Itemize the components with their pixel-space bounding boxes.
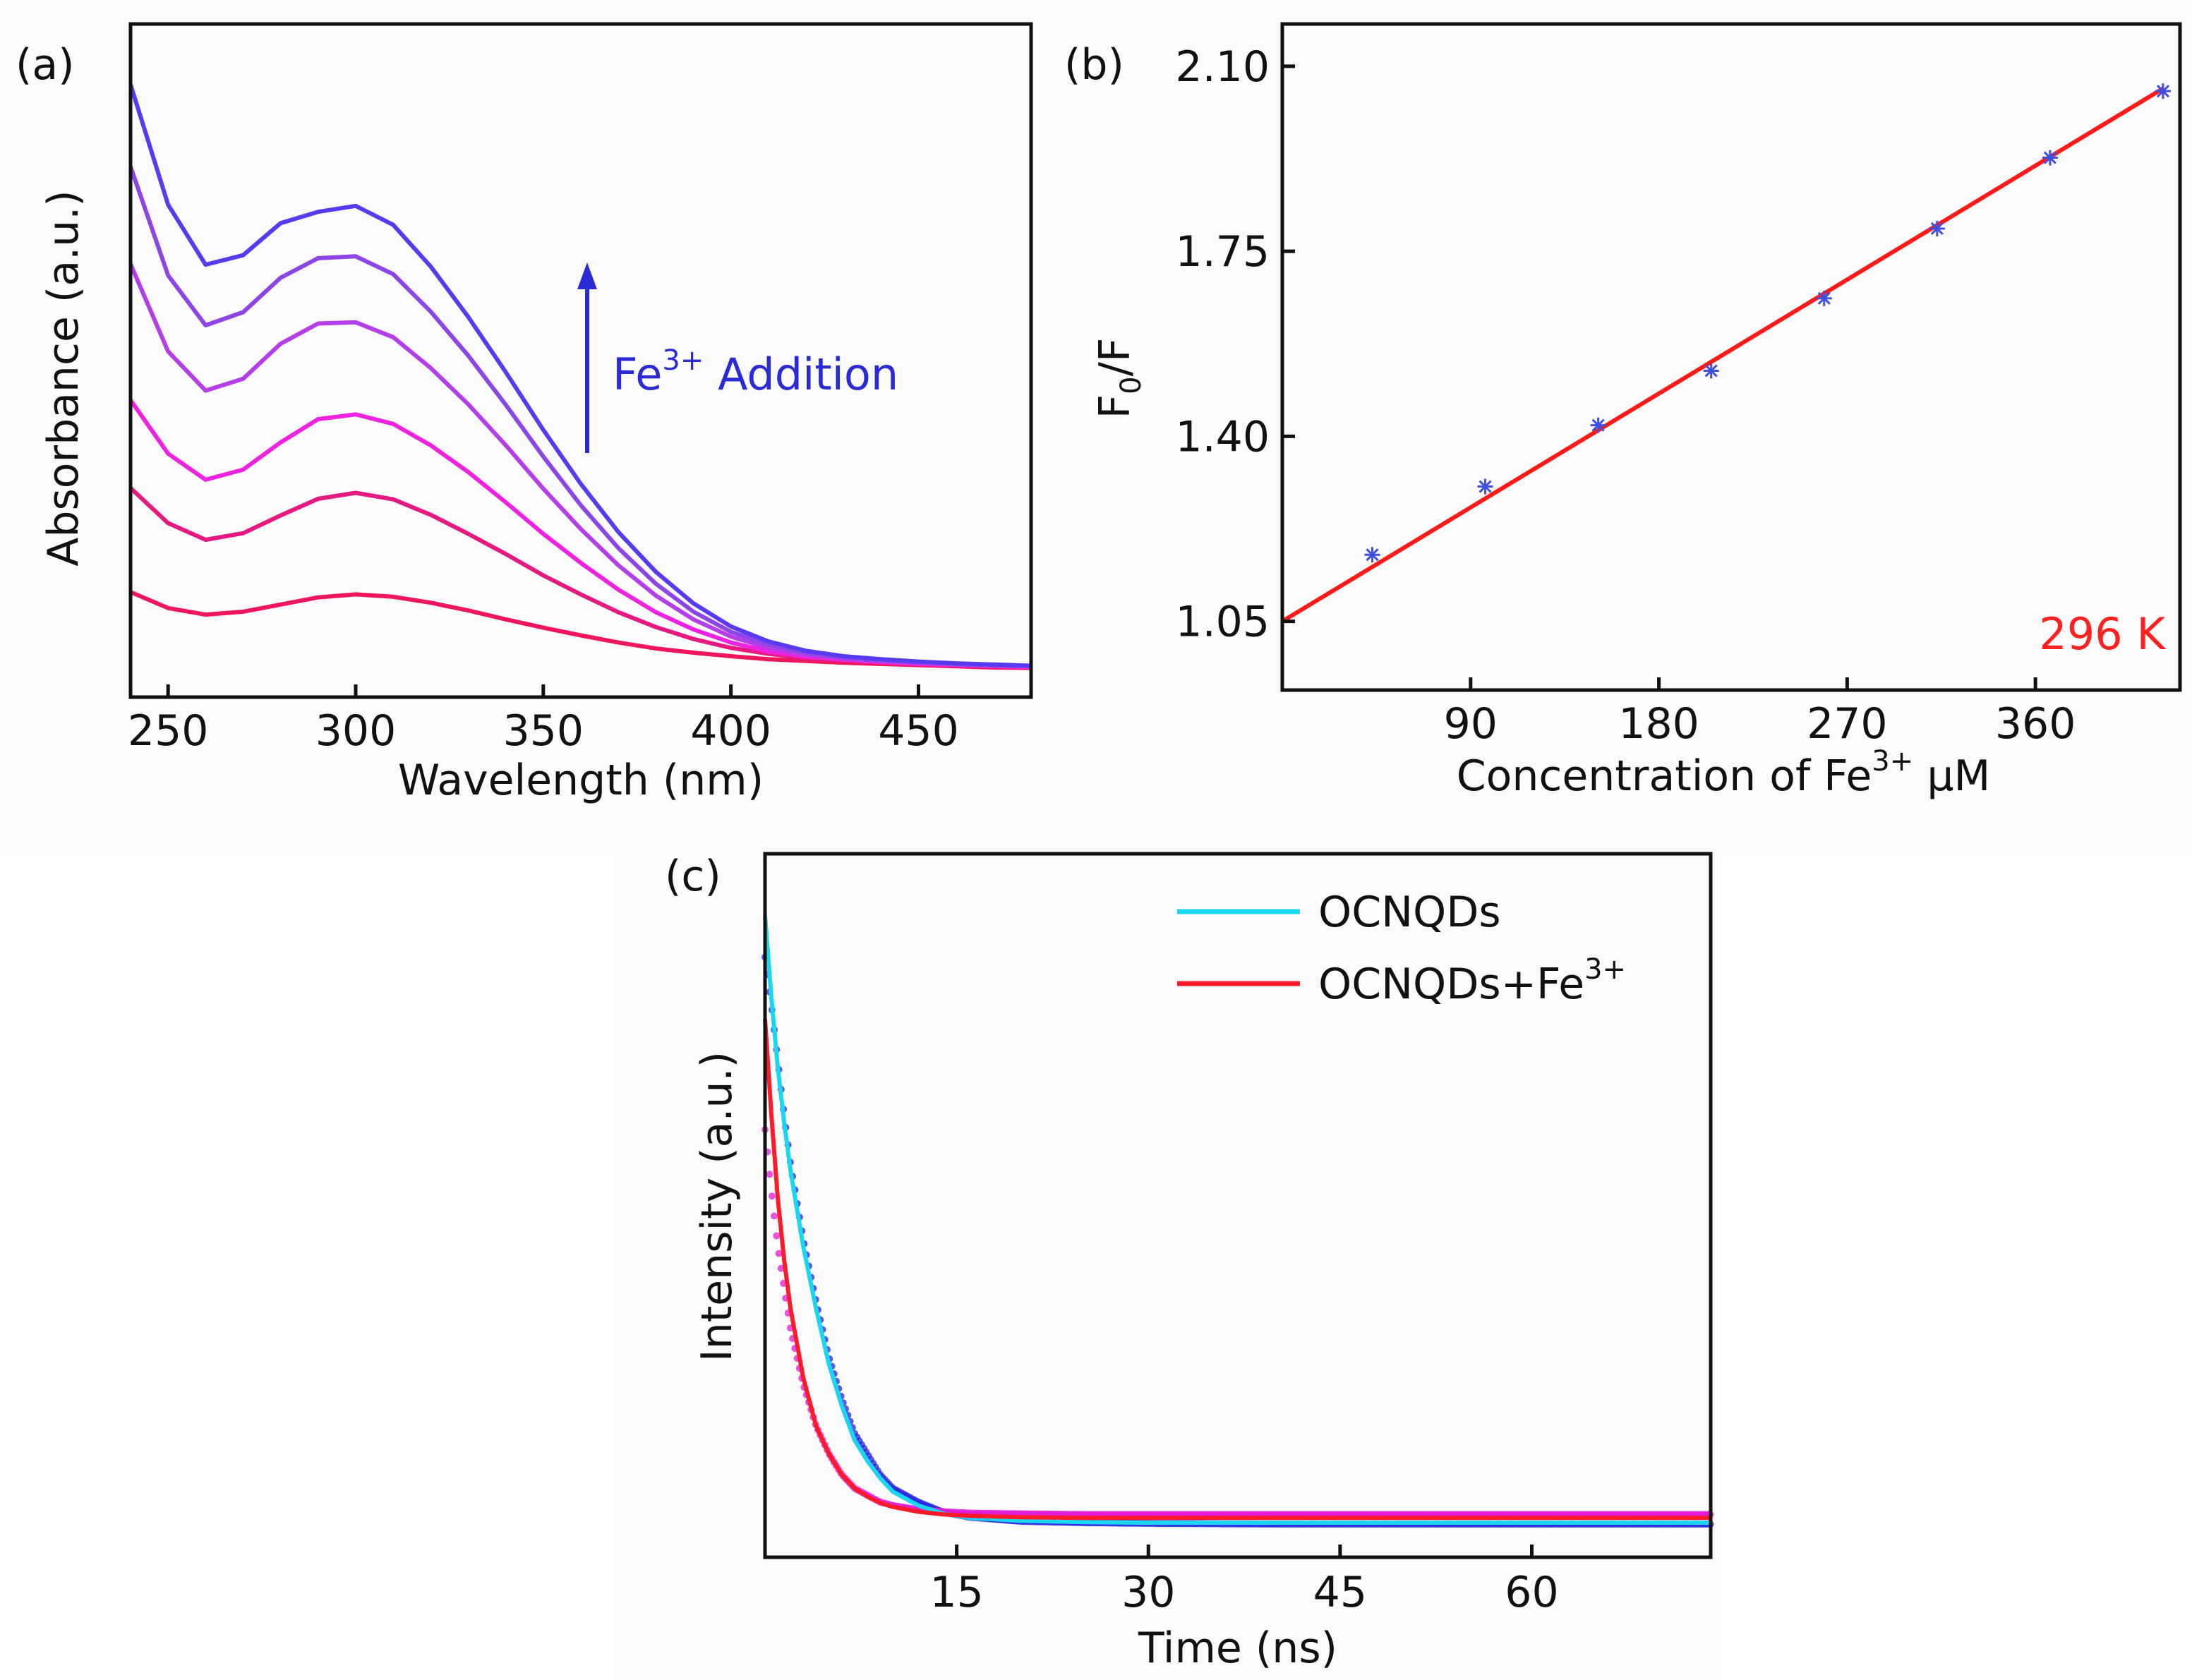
linear-fit-line — [1281, 86, 2164, 624]
data-point-1 — [1477, 478, 1493, 495]
panel-b-y-tick-label-0: 1.05 — [1175, 598, 1270, 647]
legend-ocnqds-label: OCNQDs — [1318, 888, 1501, 937]
panel-b-x-tick-label-0: 90 — [1444, 699, 1498, 749]
panel-c-x-ticks: 15 30 45 60 — [929, 1545, 1559, 1617]
data-point-5 — [1929, 220, 1945, 236]
panel-c-y-axis-label: Intensity (a.u.) — [692, 1051, 742, 1362]
panel-c-x-tick-label-1: 30 — [1121, 1568, 1175, 1617]
panel-b-ticks: 90 180 270 360 1.05 1.40 1.75 2.10 — [1175, 42, 2076, 749]
panel-b-y-axis-label: F0/F — [1090, 338, 1148, 419]
data-point-mark — [1817, 291, 1831, 305]
panel-a-x-tick-label-4: 450 — [878, 706, 959, 756]
panel-b-background — [1043, 0, 2192, 854]
panel-c-frame — [763, 852, 1713, 1559]
panel-c-label: (c) — [665, 852, 721, 901]
panel-b-y-tick-label-2: 1.75 — [1175, 227, 1270, 277]
panel-a-x-ticks: 250 300 350 400 450 — [128, 684, 959, 756]
data-point-mark — [1591, 418, 1605, 432]
data-point-mark — [1479, 480, 1492, 493]
panel-a-plot-area — [128, 84, 1032, 670]
panel-c-x-tick-label-2: 45 — [1313, 1568, 1367, 1617]
panel-a-x-tick-label-0: 250 — [128, 706, 209, 756]
panel-a-x-tick-label-3: 400 — [690, 706, 771, 756]
data-point-mark — [1704, 364, 1718, 377]
decay-data-point — [775, 1250, 783, 1257]
temperature-annotation: 296 K — [2039, 608, 2166, 660]
panel-b-x-tick-label-2: 270 — [1807, 699, 1888, 749]
panel-c-background — [614, 840, 1722, 1680]
panel-b-x-tick-label-3: 360 — [1995, 699, 2076, 749]
decay-fit-line-3 — [763, 1019, 1711, 1521]
absorbance-series-line-5 — [128, 84, 1032, 668]
data-point-mark — [1930, 222, 1944, 236]
panel-b-x-tick-label-1: 180 — [1618, 699, 1699, 749]
panel-b-label: (b) — [1064, 40, 1124, 90]
panel-a-x-tick-label-2: 350 — [503, 706, 584, 756]
panel-c-x-tick-label-3: 60 — [1505, 1568, 1558, 1617]
addition-arrow-icon — [577, 262, 597, 289]
panel-c-x-axis-label: Time (ns) — [1138, 1624, 1337, 1673]
data-point-4 — [1816, 290, 1832, 306]
panel-a-x-tick-label-1: 300 — [315, 706, 397, 756]
fe-addition-annotation: Fe3+ Addition — [613, 344, 898, 400]
decay-data-point — [773, 1232, 781, 1240]
panel-b-stern-volmer-chart: (b) 90 180 270 360 1.05 1.40 1.75 2.10 Concentr… — [1064, 22, 2182, 801]
panel-b-frame — [1280, 22, 2182, 692]
panel-c-legend: OCNQDs OCNQDs+Fe3+ — [1177, 888, 1626, 1009]
panel-b-y-tick-label-3: 2.10 — [1175, 42, 1270, 92]
panel-a-absorbance-chart: (a) 250 300 350 400 450 Wavelength (nm) Abso… — [16, 22, 1033, 805]
data-point-3 — [1703, 363, 1719, 379]
panel-a-x-axis-label: Wavelength (nm) — [398, 756, 764, 805]
data-point-6 — [2042, 150, 2058, 166]
panel-b-x-axis-label: Concentration of Fe3+ μM — [1457, 745, 1991, 801]
panel-c-plot-area — [761, 915, 1714, 1528]
data-point-mark — [2156, 85, 2170, 98]
data-point-2 — [1590, 417, 1606, 433]
data-point-7 — [2155, 83, 2171, 99]
panel-b-y-tick-label-1: 1.40 — [1175, 412, 1270, 461]
data-point-0 — [1364, 547, 1380, 563]
panel-c-decay-chart: (c) 15 30 45 60 Time (ns) Intensity (a.u.) … — [665, 852, 1714, 1673]
panel-a-label: (a) — [16, 40, 75, 90]
panel-a-frame — [128, 22, 1033, 699]
legend-ocnqds-fe-label: OCNQDs+Fe3+ — [1318, 953, 1626, 1009]
panel-a-y-axis-label: Absorbance (a.u.) — [39, 190, 88, 566]
decay-data-point — [771, 1212, 778, 1220]
panel-c-x-tick-label-0: 15 — [929, 1568, 983, 1617]
data-point-mark — [1366, 548, 1379, 562]
panel-b-plot-area — [1281, 83, 2171, 624]
decay-fit-line-2 — [763, 915, 1711, 1525]
decay-data-point — [768, 1192, 776, 1200]
data-point-mark — [2043, 151, 2056, 164]
decay-data-point — [766, 1171, 773, 1178]
